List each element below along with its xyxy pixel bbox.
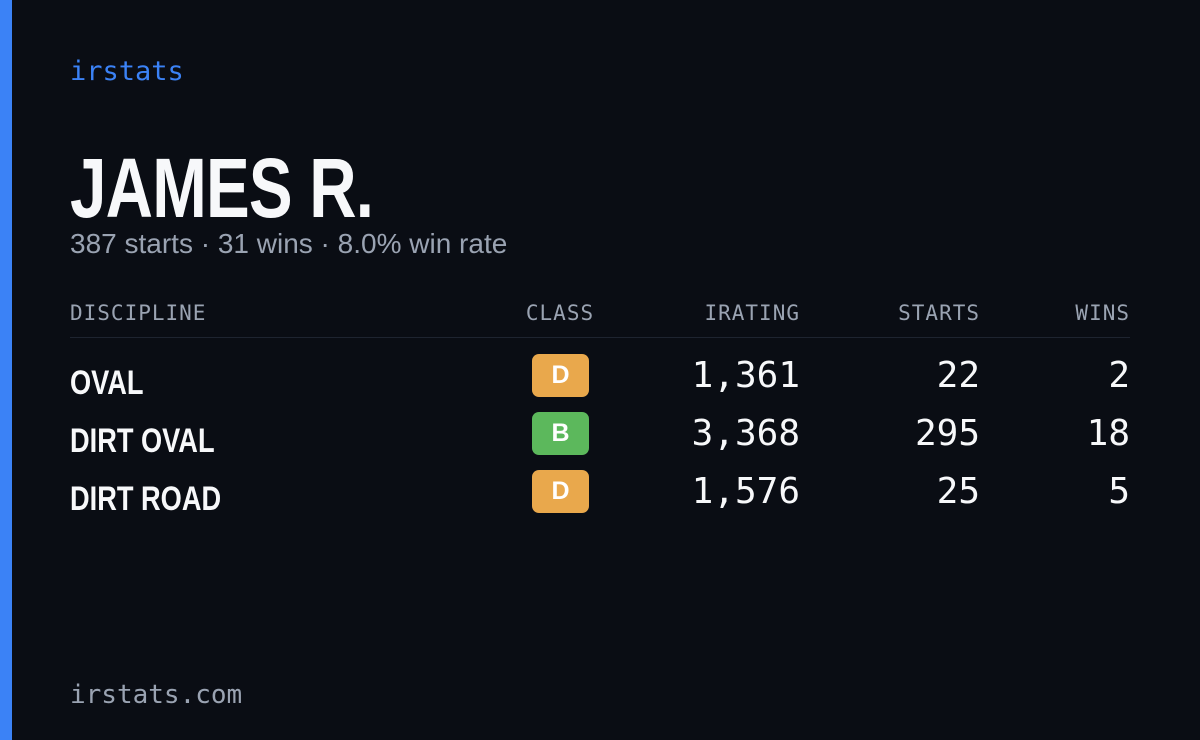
irating: 1,361	[691, 355, 800, 396]
column-header: STARTS	[898, 301, 980, 325]
discipline: OVAL	[70, 364, 144, 402]
summary: 387 starts · 31 wins · 8.0% win rate	[70, 228, 508, 259]
column-header: WINS	[1075, 301, 1130, 325]
discipline: DIRT OVAL	[70, 422, 215, 460]
class-badge: D	[532, 470, 589, 513]
discipline: DIRT ROAD	[70, 480, 222, 518]
header-rule	[70, 337, 1130, 338]
accent-bar	[0, 0, 12, 740]
player-name: JAMES R.	[70, 141, 374, 235]
irating: 1,576	[691, 471, 800, 512]
irating: 3,368	[691, 413, 800, 454]
column-header: DISCIPLINE	[70, 301, 207, 325]
starts: 295	[914, 413, 980, 454]
wins: 18	[1086, 413, 1130, 454]
column-header: IRATING	[704, 301, 800, 325]
column-header: CLASS	[525, 301, 595, 325]
footer: irstats.com	[70, 680, 243, 710]
starts: 22	[936, 355, 980, 396]
brand: irstats	[70, 56, 184, 87]
class-badge: D	[532, 354, 589, 397]
wins: 2	[1108, 355, 1130, 396]
starts: 25	[936, 471, 980, 512]
class-badge: B	[532, 412, 589, 455]
wins: 5	[1108, 471, 1130, 512]
